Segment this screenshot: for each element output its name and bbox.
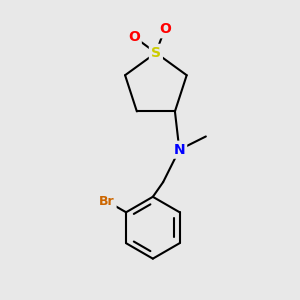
Text: Br: Br (99, 195, 115, 208)
Text: O: O (159, 22, 171, 36)
Text: O: O (128, 30, 140, 44)
Text: N: N (173, 143, 185, 157)
Text: S: S (151, 46, 161, 60)
